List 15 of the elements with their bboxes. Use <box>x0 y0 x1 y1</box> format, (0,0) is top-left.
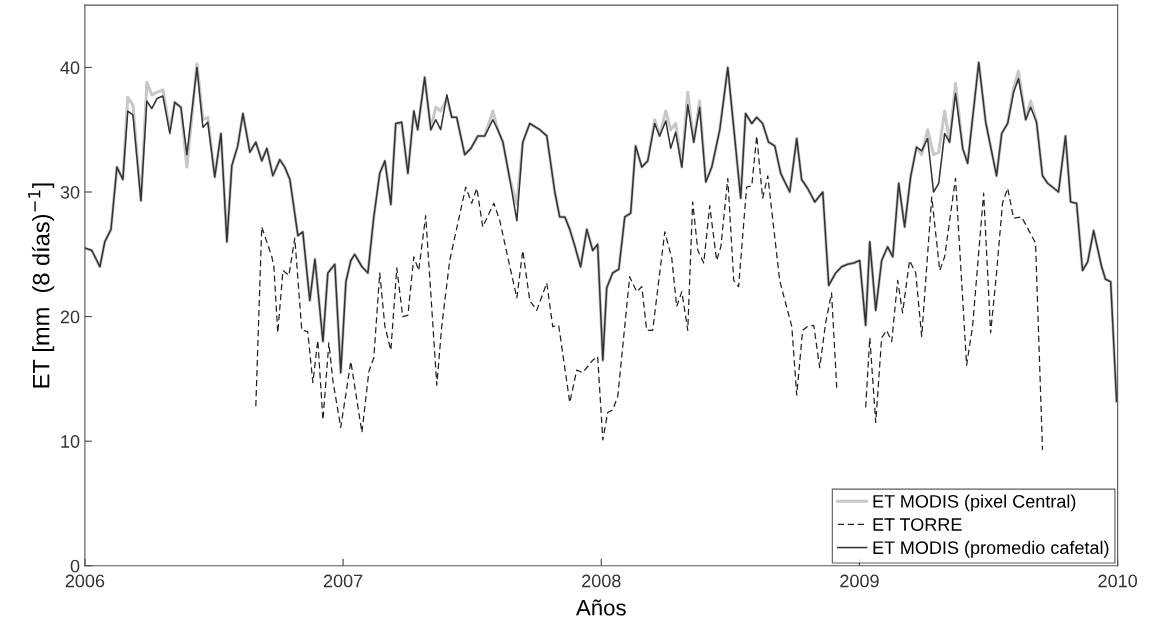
x-tick-label: 2009 <box>840 574 879 588</box>
x-axis-title: Años <box>575 599 626 616</box>
y-tick-label: 0 <box>70 559 80 573</box>
legend-label: ET MODIS (pixel Central) <box>873 494 1076 512</box>
legend-label: ET MODIS (promedio cafetal) <box>873 540 1109 558</box>
y-tick-label: 20 <box>60 310 80 324</box>
legend-label: ET TORRE <box>873 518 962 531</box>
x-tick-label: 2008 <box>582 574 621 588</box>
y-tick-label: 40 <box>60 61 80 75</box>
y-axis-title: ET [mm (8 días)$^{−1}$] <box>28 183 55 388</box>
y-tick-label: 30 <box>60 185 80 199</box>
x-tick-label: 2007 <box>323 574 363 588</box>
x-tick-label: 2010 <box>1098 574 1138 588</box>
y-tick-label: 10 <box>61 435 80 448</box>
x-tick-label: 2006 <box>65 574 105 588</box>
